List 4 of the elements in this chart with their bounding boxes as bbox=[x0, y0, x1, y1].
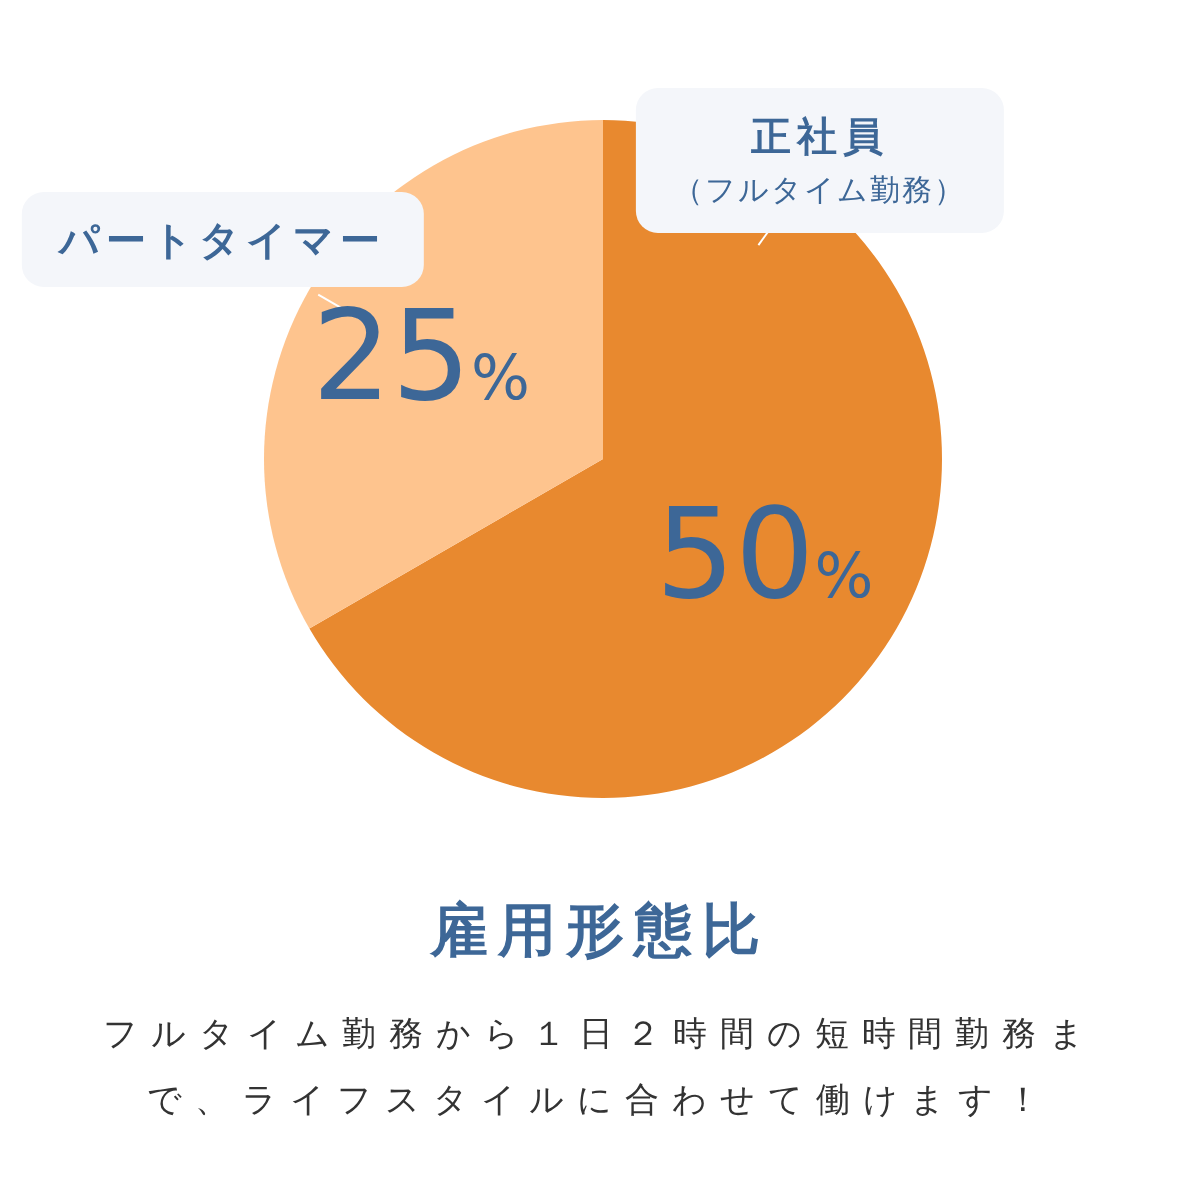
text: フルタイム勤務から１日２時間の短時間勤務まで、ライフスタイルに合わせて働けます！ bbox=[101, 1012, 1099, 1121]
text: 雇用形態比 bbox=[429, 896, 770, 964]
slice-label: 正社員（フルタイム勤務） bbox=[673, 112, 967, 207]
slice-label: パートタイマー bbox=[57, 217, 387, 263]
